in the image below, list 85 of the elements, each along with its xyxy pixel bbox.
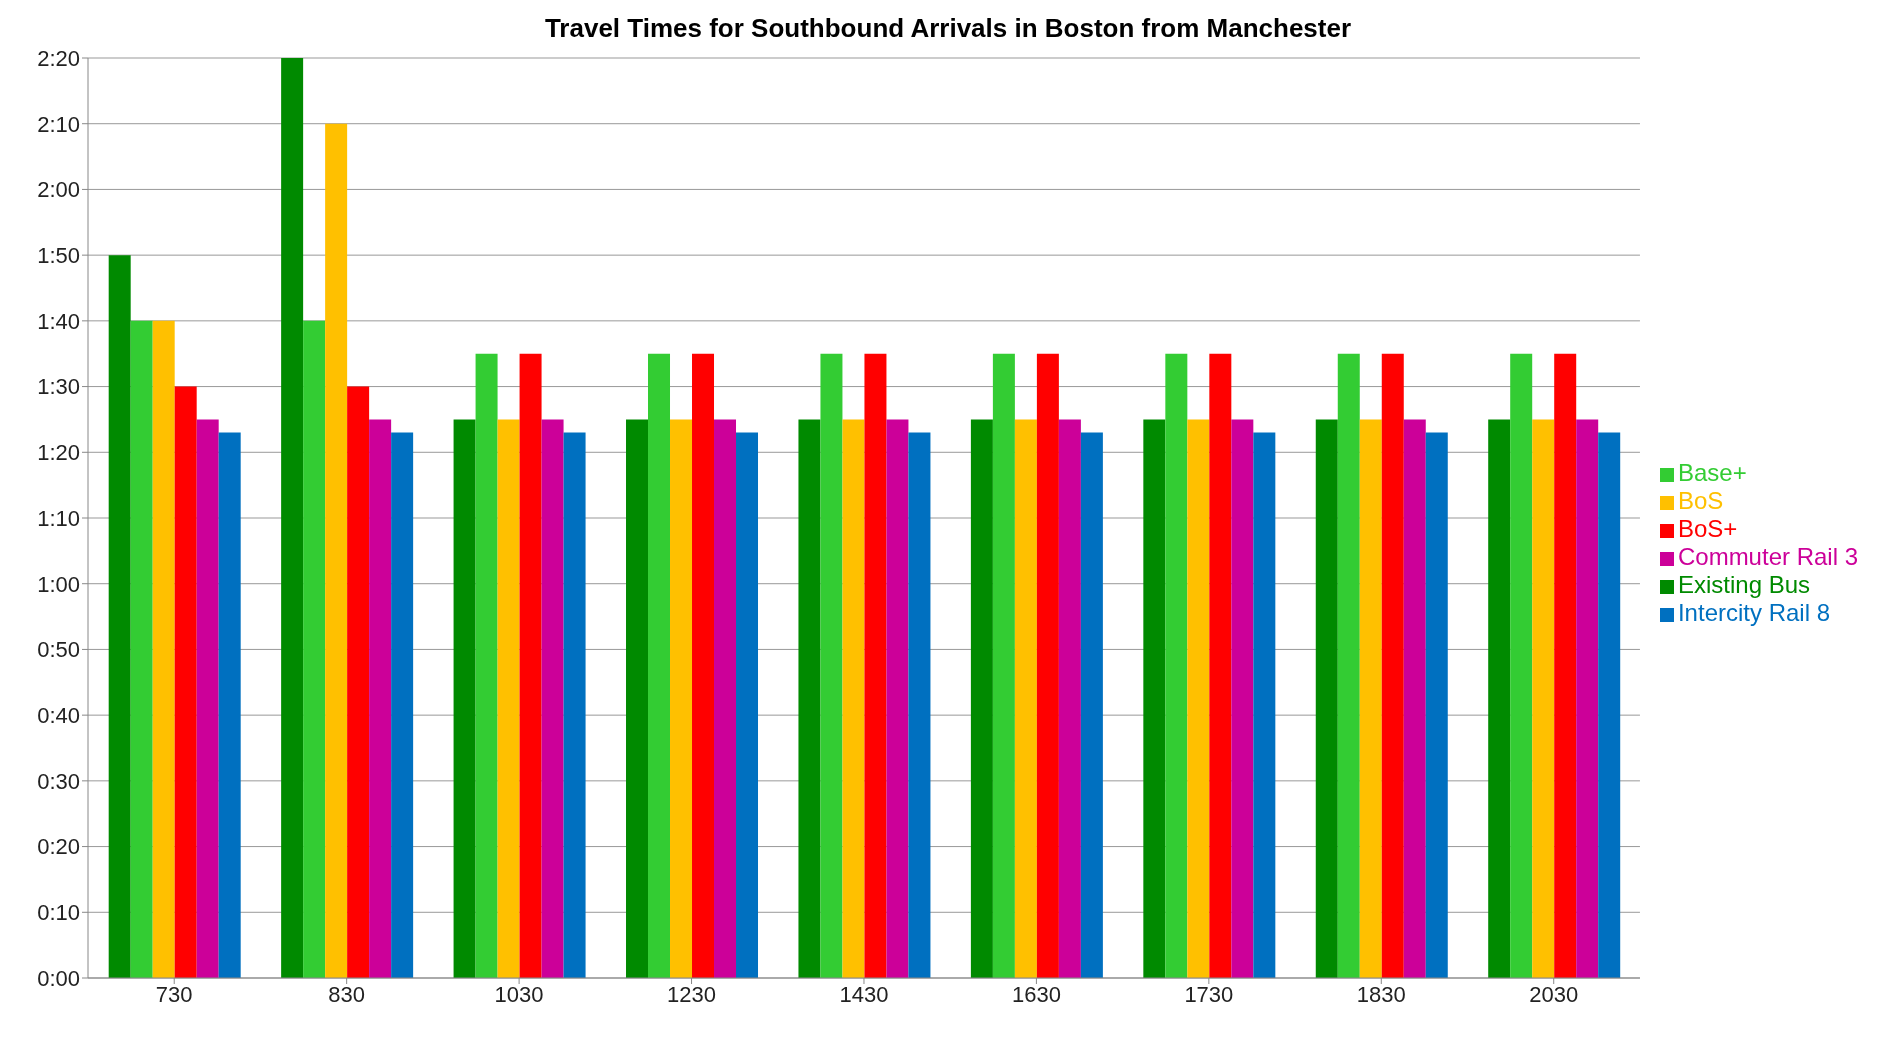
bar [1510,353,1533,978]
y-tick-label: 1:10 [37,505,80,531]
bar [648,353,671,978]
bar [218,432,241,978]
bar [497,419,520,978]
bar [714,419,737,978]
bar [196,419,219,978]
x-tick-label: 1730 [1184,981,1234,1007]
bar [1381,353,1404,978]
legend-label: BoS [1677,487,1724,514]
bar [1403,419,1426,978]
bar [1209,353,1232,978]
legend-label: Existing Bus [1677,571,1811,598]
bar [1058,419,1081,978]
x-tick-label: 1830 [1356,981,1406,1007]
bar [1014,419,1037,978]
bar [519,353,542,978]
legend-label: BoS+ [1677,515,1738,542]
bar [1231,419,1254,978]
y-tick-label: 0:30 [37,768,80,794]
y-tick-label: 0:50 [37,637,80,663]
bar [626,419,649,978]
y-tick-label: 2:20 [37,45,80,71]
bar [692,353,715,978]
bar [1315,419,1338,978]
bar [475,353,498,978]
bar [369,419,392,978]
x-tick-label: 1030 [494,981,544,1007]
bar [864,353,887,978]
chart-title: Travel Times for Southbound Arrivals in Boston from Manchester [544,13,1352,43]
legend-label: Base+ [1677,459,1747,486]
y-tick-label: 1:30 [37,374,80,400]
bar [970,419,993,978]
x-tick-label: 1430 [839,981,889,1007]
bar [1576,419,1599,978]
bar [391,432,414,978]
bar [541,419,564,978]
bar [1036,353,1059,978]
x-tick-label: 1630 [1011,981,1061,1007]
bar [886,419,909,978]
bar [1337,353,1360,978]
bar [1187,419,1210,978]
bar [453,419,476,978]
bar [1598,432,1621,978]
y-tick-label: 0:40 [37,702,80,728]
bar [908,432,931,978]
bar [670,419,693,978]
bar [820,353,843,978]
y-tick-label: 0:10 [37,900,80,926]
bar [152,320,175,978]
x-tick-label: 2030 [1529,981,1579,1007]
bar [1080,432,1103,978]
y-tick-label: 2:10 [37,111,80,137]
y-tick-label: 2:00 [37,177,80,203]
bar [992,353,1015,978]
bar [174,386,197,978]
bar [303,320,326,978]
bar [563,432,586,978]
y-tick-label: 0:20 [37,834,80,860]
bar [1165,353,1188,978]
bar [130,320,153,978]
y-tick-label: 0:00 [37,965,80,991]
y-tick-label: 1:20 [37,440,80,466]
bar [1425,432,1448,978]
y-tick-label: 1:50 [37,242,80,268]
x-tick-label: 1230 [667,981,717,1007]
y-tick-label: 1:00 [37,571,80,597]
x-tick-label: 830 [328,981,366,1007]
bar [842,419,865,978]
x-tick-label: 730 [155,981,193,1007]
bar [1359,419,1382,978]
bar [325,123,348,978]
bar [798,419,821,978]
bar [1554,353,1577,978]
bar [1253,432,1276,978]
bar [108,255,131,978]
bar [1532,419,1555,978]
bar [281,58,304,978]
bar [1143,419,1166,978]
bar [736,432,759,978]
bar [1488,419,1511,978]
legend-label: Intercity Rail 8 [1677,599,1831,626]
y-tick-label: 1:40 [37,308,80,334]
bar [347,386,370,978]
legend-label: Commuter Rail 3 [1677,543,1858,570]
